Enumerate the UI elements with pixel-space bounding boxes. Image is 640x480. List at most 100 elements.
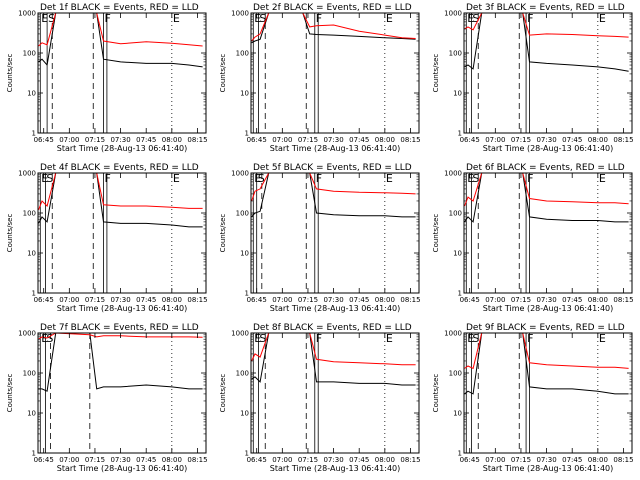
x-tick-label: 07:00 (59, 296, 79, 304)
event-marker-label: S (46, 172, 53, 185)
x-tick-label: 06:45 (34, 456, 54, 464)
x-tick-label: 07:30 (536, 136, 556, 144)
events-series-line (464, 12, 629, 72)
event-marker-label: F (104, 12, 110, 25)
y-tick-label: 1 (458, 290, 462, 298)
y-tick-label: 1000 (18, 170, 36, 178)
plot-frame (463, 12, 633, 134)
event-marker-label: F (527, 172, 533, 185)
events-series-line (251, 172, 416, 218)
event-marker-label: S (472, 172, 479, 185)
event-marker-label: E (467, 332, 474, 345)
y-tick-label: 100 (449, 50, 462, 58)
x-axis-label: Start Time (28-Aug-13 06:41:40) (483, 304, 614, 313)
x-tick-label: 08:15 (400, 456, 420, 464)
x-tick-label: 07:30 (110, 456, 130, 464)
y-tick-label: 100 (236, 50, 249, 58)
y-tick-label: 1000 (444, 170, 462, 178)
x-tick-label: 07:00 (272, 456, 292, 464)
event-marker-label: E (41, 12, 48, 25)
events-series-line (464, 332, 629, 395)
x-tick-label: 08:00 (375, 296, 395, 304)
lld-series-line (464, 172, 629, 207)
event-marker-label: E (386, 332, 393, 345)
event-marker-label: E (173, 12, 180, 25)
x-tick-label: 07:30 (323, 136, 343, 144)
y-axis-label: Counts/sec (432, 374, 440, 413)
event-marker-label: S (258, 172, 265, 185)
event-marker-label: E (254, 172, 261, 185)
x-tick-label: 06:45 (247, 296, 267, 304)
events-series-line (251, 332, 416, 386)
y-tick-label: 10 (453, 90, 462, 98)
x-tick-label: 07:45 (136, 456, 156, 464)
lld-series-line (251, 12, 416, 42)
events-series-line (38, 332, 203, 392)
y-tick-label: 1000 (231, 330, 249, 338)
event-marker-label: S (472, 332, 479, 345)
y-tick-label: 1000 (444, 330, 462, 338)
plot-frame (37, 332, 207, 454)
x-tick-label: 07:30 (110, 296, 130, 304)
y-tick-label: 1 (32, 450, 36, 458)
event-marker-label: F (316, 12, 322, 25)
x-tick-label: 07:30 (536, 456, 556, 464)
event-marker-label: E (254, 332, 261, 345)
plot-frame (37, 172, 207, 294)
y-axis-label: Counts/sec (432, 54, 440, 93)
y-tick-label: 100 (23, 370, 36, 378)
x-tick-label: 07:00 (272, 136, 292, 144)
x-tick-label: 06:45 (34, 296, 54, 304)
x-tick-label: 07:00 (485, 136, 505, 144)
x-axis-label: Start Time (28-Aug-13 06:41:40) (57, 144, 188, 153)
x-tick-label: 08:00 (375, 136, 395, 144)
x-axis-label: Start Time (28-Aug-13 06:41:40) (57, 304, 188, 313)
y-axis-label: Counts/sec (6, 54, 14, 93)
event-marker-label: S (46, 332, 53, 345)
x-axis-label: Start Time (28-Aug-13 06:41:40) (270, 464, 401, 473)
event-marker-label: E (599, 332, 606, 345)
x-tick-label: 08:15 (613, 456, 633, 464)
x-tick-label: 07:15 (298, 296, 318, 304)
x-tick-label: 08:15 (400, 136, 420, 144)
y-axis-label: Counts/sec (219, 214, 227, 253)
x-tick-label: 08:15 (400, 296, 420, 304)
panel-title: Det 2f BLACK = Events, RED = LLD (253, 3, 412, 13)
event-marker-label: F (316, 172, 322, 185)
x-tick-label: 08:15 (613, 136, 633, 144)
y-tick-label: 1000 (231, 170, 249, 178)
x-tick-label: 06:45 (460, 296, 480, 304)
event-marker-label: E (386, 172, 393, 185)
y-tick-label: 1000 (18, 10, 36, 18)
y-axis-label: Counts/sec (432, 214, 440, 253)
y-tick-label: 1 (245, 290, 249, 298)
x-tick-label: 07:45 (136, 296, 156, 304)
y-tick-label: 10 (27, 410, 36, 418)
y-tick-label: 10 (240, 250, 249, 258)
x-tick-label: 07:15 (298, 136, 318, 144)
x-axis-label: Start Time (28-Aug-13 06:41:40) (270, 304, 401, 313)
events-series-line (38, 172, 203, 228)
x-tick-label: 06:45 (247, 136, 267, 144)
event-marker-label: S (259, 12, 266, 25)
lld-series-line (251, 332, 416, 366)
x-tick-label: 07:00 (59, 456, 79, 464)
x-tick-label: 08:00 (162, 296, 182, 304)
y-axis-label: Counts/sec (6, 374, 14, 413)
event-marker-label: E (173, 172, 180, 185)
event-marker-label: F (104, 172, 110, 185)
y-tick-label: 10 (27, 90, 36, 98)
x-tick-label: 07:45 (562, 456, 582, 464)
x-tick-label: 08:15 (613, 296, 633, 304)
x-tick-label: 06:45 (460, 456, 480, 464)
y-tick-label: 1 (32, 290, 36, 298)
x-tick-label: 07:30 (323, 456, 343, 464)
event-marker-label: E (386, 12, 393, 25)
lld-series-line (38, 332, 203, 340)
y-tick-label: 10 (240, 90, 249, 98)
panel-title: Det 3f BLACK = Events, RED = LLD (466, 3, 625, 13)
